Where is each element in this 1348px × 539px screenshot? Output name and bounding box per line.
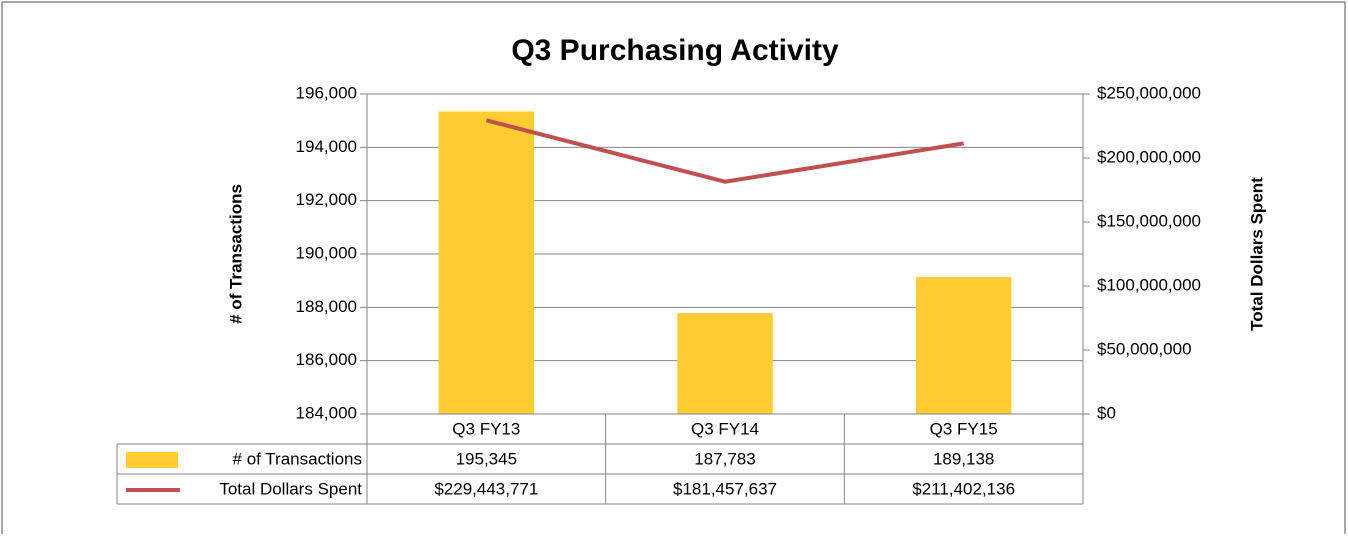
table-value: 187,783 [694,449,755,468]
y2-tick-label: $100,000,000 [1097,275,1201,294]
y2-tick-label: $0 [1097,403,1116,422]
y-axis-title: # of Transactions [226,184,245,324]
y-tick-label: 194,000 [296,137,357,156]
y2-tick-label: $50,000,000 [1097,339,1192,358]
y-tick-label: 196,000 [296,83,357,102]
y2-axis-title: Total Dollars Spent [1247,177,1266,331]
bar [438,111,535,414]
legend-label: # of Transactions [233,449,362,468]
chart-title: Q3 Purchasing Activity [511,34,839,67]
bar [677,313,773,414]
y-tick-label: 192,000 [296,190,357,209]
bar [915,276,1012,414]
table-value: $181,457,637 [673,479,777,498]
table-value: $229,443,771 [434,479,538,498]
x-tick-label: Q3 FY13 [452,419,520,438]
table-value: 195,345 [456,449,517,468]
x-tick-label: Q3 FY14 [691,419,759,438]
y2-tick-label: $200,000,000 [1097,147,1201,166]
y-tick-label: 184,000 [296,403,357,422]
y-tick-label: 188,000 [296,297,357,316]
table-value: 189,138 [933,449,994,468]
y-tick-label: 190,000 [296,243,357,262]
y-tick-label: 186,000 [296,350,357,369]
y2-tick-label: $250,000,000 [1097,83,1201,102]
line [485,118,964,184]
y2-tick-label: $150,000,000 [1097,211,1201,230]
legend-label: Total Dollars Spent [219,479,362,498]
legend-swatch [126,452,178,468]
table-value: $211,402,136 [912,479,1015,498]
x-tick-label: Q3 FY15 [930,419,998,438]
